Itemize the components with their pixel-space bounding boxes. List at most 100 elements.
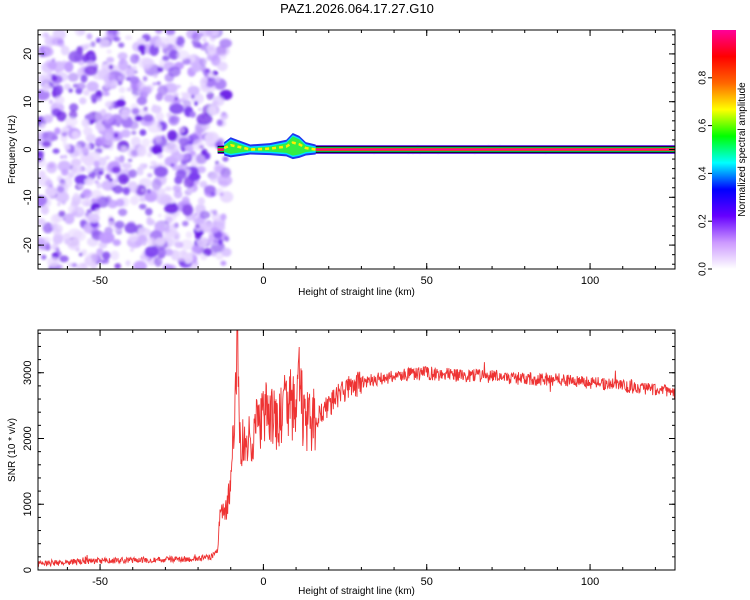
noise-blob [92,62,96,66]
noise-blob [114,220,125,229]
noise-blob [181,44,184,48]
noise-blob [177,126,186,134]
noise-blob [136,168,144,176]
noise-blob [200,254,208,261]
noise-blob [129,248,135,252]
noise-blob [157,153,164,159]
noise-blob [46,257,60,267]
noise-blob [85,212,89,217]
noise-blob [141,227,147,232]
noise-blob [139,163,147,170]
noise-blob [61,130,68,137]
y-tick-label: -10 [22,189,34,205]
noise-blob [63,154,68,159]
noise-blob [133,260,147,269]
noise-blob [49,184,53,188]
noise-blob [47,61,58,70]
noise-blob [117,173,130,185]
noise-blob [155,112,165,121]
noise-blob [175,250,189,262]
noise-blob [153,73,158,78]
noise-blob [128,169,138,178]
noise-blob [113,36,121,42]
snr-y-label: SNR (10 * v/v) [7,418,18,482]
noise-blob [61,127,67,133]
noise-blob [90,93,98,102]
noise-blob [52,30,66,41]
noise-blob [116,156,125,163]
noise-blob [185,231,193,239]
noise-blob [164,228,170,233]
noise-blob [194,232,202,240]
noise-blob [110,250,120,261]
noise-blob [131,107,140,115]
noise-blob [201,150,206,155]
figure-title: PAZ1.2026.064.17.27.G10 [280,1,434,16]
colorbar-axis: 0.0 0.2 0.4 0.6 0.8 [698,70,712,276]
noise-blob [142,241,147,246]
noise-blob [120,60,124,65]
noise-blob [174,232,181,239]
noise-blob [163,176,168,180]
noise-blob [130,195,139,206]
noise-blob [40,205,50,215]
noise-blob [81,263,86,267]
noise-blob [159,188,166,194]
y-tick-label: 3000 [22,360,34,384]
noise-blob [167,130,178,142]
noise-blob [202,38,207,42]
noise-blob [154,166,168,178]
noise-blob [113,178,119,184]
noise-blob [82,188,91,196]
noise-blob [168,50,180,60]
noise-blob [191,40,195,44]
noise-blob [51,75,58,82]
snr-series [38,330,675,568]
noise-blob [68,110,78,119]
noise-blob [38,195,48,206]
noise-blob [146,216,152,224]
noise-blob [84,177,94,186]
noise-blob [164,203,179,214]
noise-blob [168,115,180,126]
noise-blob [77,183,84,189]
noise-blob [41,254,47,260]
noise-blob [172,184,182,193]
noise-blob [192,139,205,151]
noise-blob [180,92,185,96]
x-tick-label: 100 [581,576,599,588]
colorbar-tick-label: 0.6 [698,118,709,132]
noise-blob [200,44,206,51]
noise-blob [191,245,202,253]
noise-blob [128,120,139,130]
noise-blob [194,101,199,106]
noise-blob [124,222,138,234]
noise-blob [215,45,230,57]
noise-blob [192,41,202,48]
noise-blob [142,76,148,82]
noise-blob [81,118,90,128]
noise-blob [61,169,69,176]
noise-blob [189,111,196,118]
noise-blob [137,37,146,44]
signal-band-core [217,149,675,150]
noise-blob [54,84,64,95]
noise-blob [125,35,133,41]
noise-blob [68,88,73,93]
noise-blob [108,220,114,227]
noise-blob [84,65,98,76]
heatmap-x-label: Height of straight line (km) [298,287,415,298]
noise-blob [106,235,113,241]
noise-blob [191,65,201,73]
noise-blob [213,239,218,243]
noise-blob [161,44,165,48]
heatmap-x-axis: -50 0 50 100 [66,30,656,287]
noise-blob [114,263,121,269]
noise-blob [209,173,219,183]
noise-blob [149,165,153,169]
noise-blob [151,178,162,191]
noise-blob [129,76,140,85]
noise-blob [215,252,224,260]
noise-blob [146,188,151,194]
noise-blob [162,55,170,62]
